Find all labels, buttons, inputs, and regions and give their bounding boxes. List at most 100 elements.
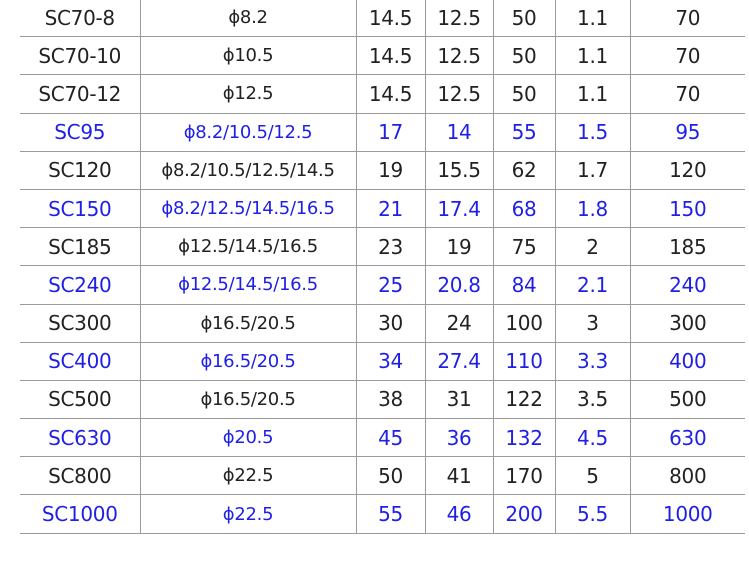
cell-bore-diameter: ϕ22.5 (139, 494, 356, 534)
cell-model: SC95 (20, 113, 140, 152)
cell-model: SC185 (20, 227, 140, 267)
table-row: SC120 ϕ8.2/10.5/12.5/14.5 19 15.5 62 1.7 120 (20, 151, 745, 190)
cell-model: SC70-8 (20, 0, 140, 38)
cell-rating: 70 (629, 0, 745, 38)
cell-dim-b: 17.4 (424, 189, 493, 229)
cell-dim-d: 2.1 (554, 265, 630, 305)
cell-bore-diameter: ϕ20.5 (139, 418, 356, 458)
cell-dim-a: 21 (355, 189, 425, 229)
cell-dim-b: 12.5 (424, 74, 493, 114)
cell-model: SC150 (20, 189, 140, 229)
table-row: SC800 ϕ22.5 50 41 170 5 800 (20, 456, 745, 496)
table-row: SC500 ϕ16.5/20.5 38 31 122 3.5 500 (20, 380, 745, 420)
cell-model: SC70-10 (20, 36, 140, 76)
table-row: SC400 ϕ16.5/20.5 34 27.4 110 3.3 400 (20, 342, 745, 381)
cell-dim-d: 3 (554, 304, 630, 343)
cell-dim-c: 50 (492, 74, 555, 114)
cell-dim-a: 34 (355, 342, 425, 381)
cell-model: SC500 (20, 380, 140, 420)
cell-rating: 120 (629, 151, 745, 190)
cell-bore-diameter: ϕ8.2/10.5/12.5 (139, 113, 356, 152)
cell-dim-c: 50 (492, 36, 555, 76)
cell-rating: 150 (629, 189, 745, 229)
cell-dim-b: 24 (424, 304, 493, 343)
cell-dim-c: 75 (492, 227, 555, 267)
cell-dim-d: 1.8 (554, 189, 630, 229)
cell-rating: 400 (629, 342, 745, 381)
cell-dim-c: 50 (492, 0, 555, 38)
cell-rating: 240 (629, 265, 745, 305)
cell-dim-a: 23 (355, 227, 425, 267)
cell-dim-c: 84 (492, 265, 555, 305)
cell-dim-a: 50 (355, 456, 425, 496)
cell-model: SC400 (20, 342, 140, 381)
cell-dim-d: 3.5 (554, 380, 630, 420)
cell-bore-diameter: ϕ12.5/14.5/16.5 (139, 227, 356, 267)
cell-model: SC70-12 (20, 74, 140, 114)
cell-dim-b: 19 (424, 227, 493, 267)
cell-dim-a: 19 (355, 151, 425, 190)
cell-bore-diameter: ϕ16.5/20.5 (139, 304, 356, 343)
cell-dim-d: 1.1 (554, 74, 630, 114)
cell-dim-a: 38 (355, 380, 425, 420)
table-row: SC630 ϕ20.5 45 36 132 4.5 630 (20, 418, 745, 458)
cell-dim-b: 31 (424, 380, 493, 420)
cell-dim-c: 110 (492, 342, 555, 381)
table-row: SC70-8 ϕ8.2 14.5 12.5 50 1.1 70 (20, 0, 745, 38)
cell-dim-c: 55 (492, 113, 555, 152)
cell-dim-c: 100 (492, 304, 555, 343)
cell-bore-diameter: ϕ12.5 (139, 74, 356, 114)
cell-dim-a: 30 (355, 304, 425, 343)
cell-bore-diameter: ϕ12.5/14.5/16.5 (139, 265, 356, 305)
cell-dim-a: 14.5 (355, 0, 425, 38)
cell-model: SC1000 (20, 494, 140, 534)
cell-dim-d: 1.5 (554, 113, 630, 152)
cell-dim-d: 5 (554, 456, 630, 496)
table-row: SC150 ϕ8.2/12.5/14.5/16.5 21 17.4 68 1.8 150 (20, 189, 745, 229)
table-row: SC240 ϕ12.5/14.5/16.5 25 20.8 84 2.1 240 (20, 265, 745, 305)
table-row: SC70-12 ϕ12.5 14.5 12.5 50 1.1 70 (20, 74, 745, 114)
cell-bore-diameter: ϕ16.5/20.5 (139, 342, 356, 381)
cell-dim-b: 36 (424, 418, 493, 458)
cell-rating: 300 (629, 304, 745, 343)
cell-rating: 70 (629, 74, 745, 114)
cell-dim-d: 1.1 (554, 0, 630, 38)
cell-dim-d: 2 (554, 227, 630, 267)
cell-dim-b: 41 (424, 456, 493, 496)
cell-model: SC120 (20, 151, 140, 190)
cell-bore-diameter: ϕ16.5/20.5 (139, 380, 356, 420)
cell-rating: 185 (629, 227, 745, 267)
cell-bore-diameter: ϕ8.2 (139, 0, 356, 38)
cell-model: SC630 (20, 418, 140, 458)
cell-dim-b: 46 (424, 494, 493, 534)
cell-dim-d: 1.1 (554, 36, 630, 76)
cell-dim-d: 1.7 (554, 151, 630, 190)
cell-bore-diameter: ϕ10.5 (139, 36, 356, 76)
cell-dim-b: 14 (424, 113, 493, 152)
cell-dim-b: 12.5 (424, 0, 493, 38)
cell-bore-diameter: ϕ22.5 (139, 456, 356, 496)
cell-dim-c: 170 (492, 456, 555, 496)
cell-dim-a: 45 (355, 418, 425, 458)
cell-dim-a: 14.5 (355, 74, 425, 114)
cell-dim-c: 200 (492, 494, 555, 534)
cell-dim-d: 5.5 (554, 494, 630, 534)
cell-rating: 70 (629, 36, 745, 76)
cell-rating: 95 (629, 113, 745, 152)
cell-dim-b: 20.8 (424, 265, 493, 305)
cell-rating: 630 (629, 418, 745, 458)
cell-bore-diameter: ϕ8.2/12.5/14.5/16.5 (139, 189, 356, 229)
cell-dim-b: 12.5 (424, 36, 493, 76)
cell-dim-a: 14.5 (355, 36, 425, 76)
cell-dim-b: 27.4 (424, 342, 493, 381)
table-body: SC70-8 ϕ8.2 14.5 12.5 50 1.1 70 SC70-10 ϕ10.5 14.… (20, 0, 745, 534)
cell-dim-a: 55 (355, 494, 425, 534)
cell-dim-d: 3.3 (554, 342, 630, 381)
table-row: SC70-10 ϕ10.5 14.5 12.5 50 1.1 70 (20, 36, 745, 76)
cell-dim-c: 122 (492, 380, 555, 420)
table-row: SC1000 ϕ22.5 55 46 200 5.5 1000 (20, 494, 745, 534)
cell-model: SC800 (20, 456, 140, 496)
cell-model: SC240 (20, 265, 140, 305)
spec-table: SC70-8 ϕ8.2 14.5 12.5 50 1.1 70 SC70-10 ϕ10.5 14.… (20, 0, 745, 534)
table-row: SC300 ϕ16.5/20.5 30 24 100 3 300 (20, 304, 745, 343)
